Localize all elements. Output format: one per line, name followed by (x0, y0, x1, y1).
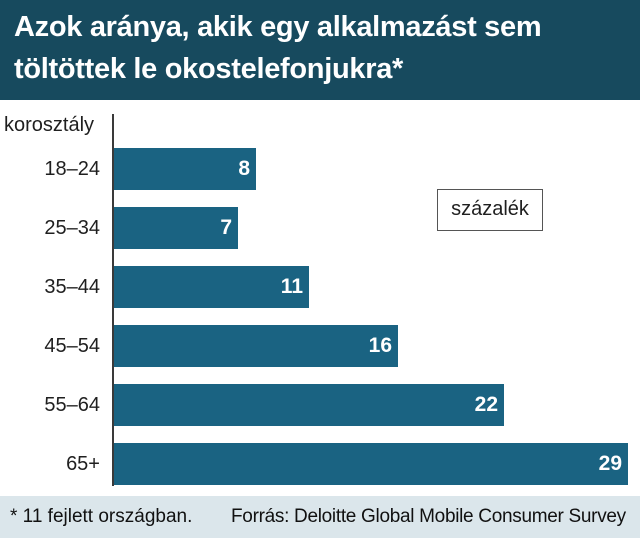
source-note: Forrás: Deloitte Global Mobile Consumer … (231, 506, 626, 527)
bar-value-label: 29 (598, 452, 622, 475)
category-axis-line (112, 114, 114, 486)
category-label: 35–44 (44, 276, 100, 298)
bar-value-label: 8 (238, 157, 250, 180)
footer: * 11 fejlett országban. Forrás: Deloitte… (0, 496, 640, 538)
chart-title: Azok aránya, akik egy alkalmazást sem tö… (14, 11, 542, 85)
chart-header: Azok aránya, akik egy alkalmazást sem tö… (0, 0, 640, 100)
bar: 11 (114, 266, 309, 308)
bar-value-label: 7 (220, 216, 232, 239)
bar: 22 (114, 384, 504, 426)
bar: 29 (114, 443, 628, 485)
category-axis-label: korosztály (4, 114, 95, 136)
bar: 7 (114, 207, 238, 249)
bar: 16 (114, 325, 398, 367)
category-label: 65+ (66, 453, 100, 475)
chart-area: korosztály százalék 18–24 8 25–34 7 35–44 11 4… (0, 100, 640, 492)
category-label: 45–54 (44, 335, 100, 357)
category-label: 25–34 (44, 217, 100, 239)
bar: 8 (114, 148, 256, 190)
footnote: * 11 fejlett országban. (10, 506, 193, 527)
unit-label: százalék (437, 189, 543, 231)
bar-value-label: 22 (474, 393, 498, 416)
bar-value-label: 16 (368, 334, 392, 357)
bar-value-label: 11 (280, 275, 303, 298)
category-label: 55–64 (44, 394, 100, 416)
category-label: 18–24 (44, 158, 100, 180)
